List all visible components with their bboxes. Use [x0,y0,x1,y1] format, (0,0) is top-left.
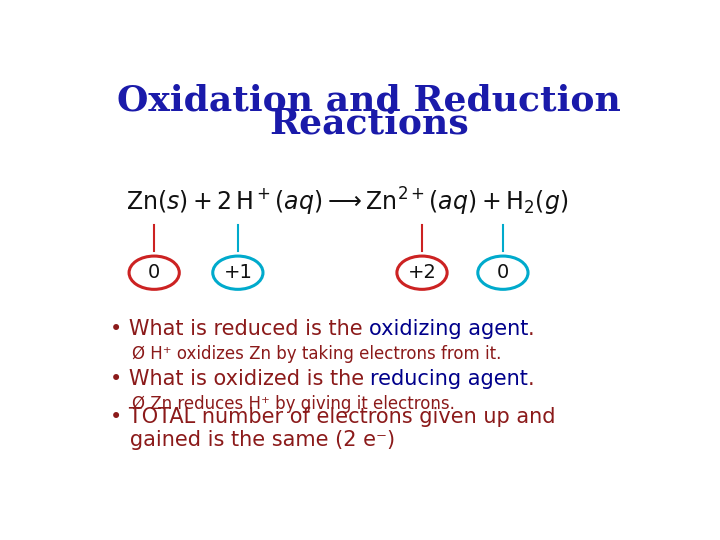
Text: 0: 0 [497,263,509,282]
Text: .: . [528,369,535,389]
Text: reducing agent: reducing agent [370,369,528,389]
Text: • What is reduced is the: • What is reduced is the [109,319,369,339]
Text: oxidizing agent: oxidizing agent [369,319,528,339]
Text: Ø H⁺ oxidizes Zn by taking electrons from it.: Ø H⁺ oxidizes Zn by taking electrons fro… [132,345,501,363]
Text: Reactions: Reactions [269,106,469,140]
Text: 0: 0 [148,263,161,282]
Text: +1: +1 [223,263,252,282]
Text: +2: +2 [408,263,436,282]
Text: $\mathrm{Zn}(s) + 2\,\mathrm{H}^+(aq) \longrightarrow\mathrm{Zn}^{2+}(aq) + \mat: $\mathrm{Zn}(s) + 2\,\mathrm{H}^+(aq) \l… [125,186,568,218]
Text: Ø Zn reduces H⁺ by giving it electrons.: Ø Zn reduces H⁺ by giving it electrons. [132,395,455,413]
Text: • What is oxidized is the: • What is oxidized is the [109,369,370,389]
Text: • TOTAL number of electrons given up and: • TOTAL number of electrons given up and [109,407,555,427]
Text: .: . [528,319,535,339]
Text: Oxidation and Reduction: Oxidation and Reduction [117,83,621,117]
Text: gained is the same (2 e⁻): gained is the same (2 e⁻) [109,430,395,450]
